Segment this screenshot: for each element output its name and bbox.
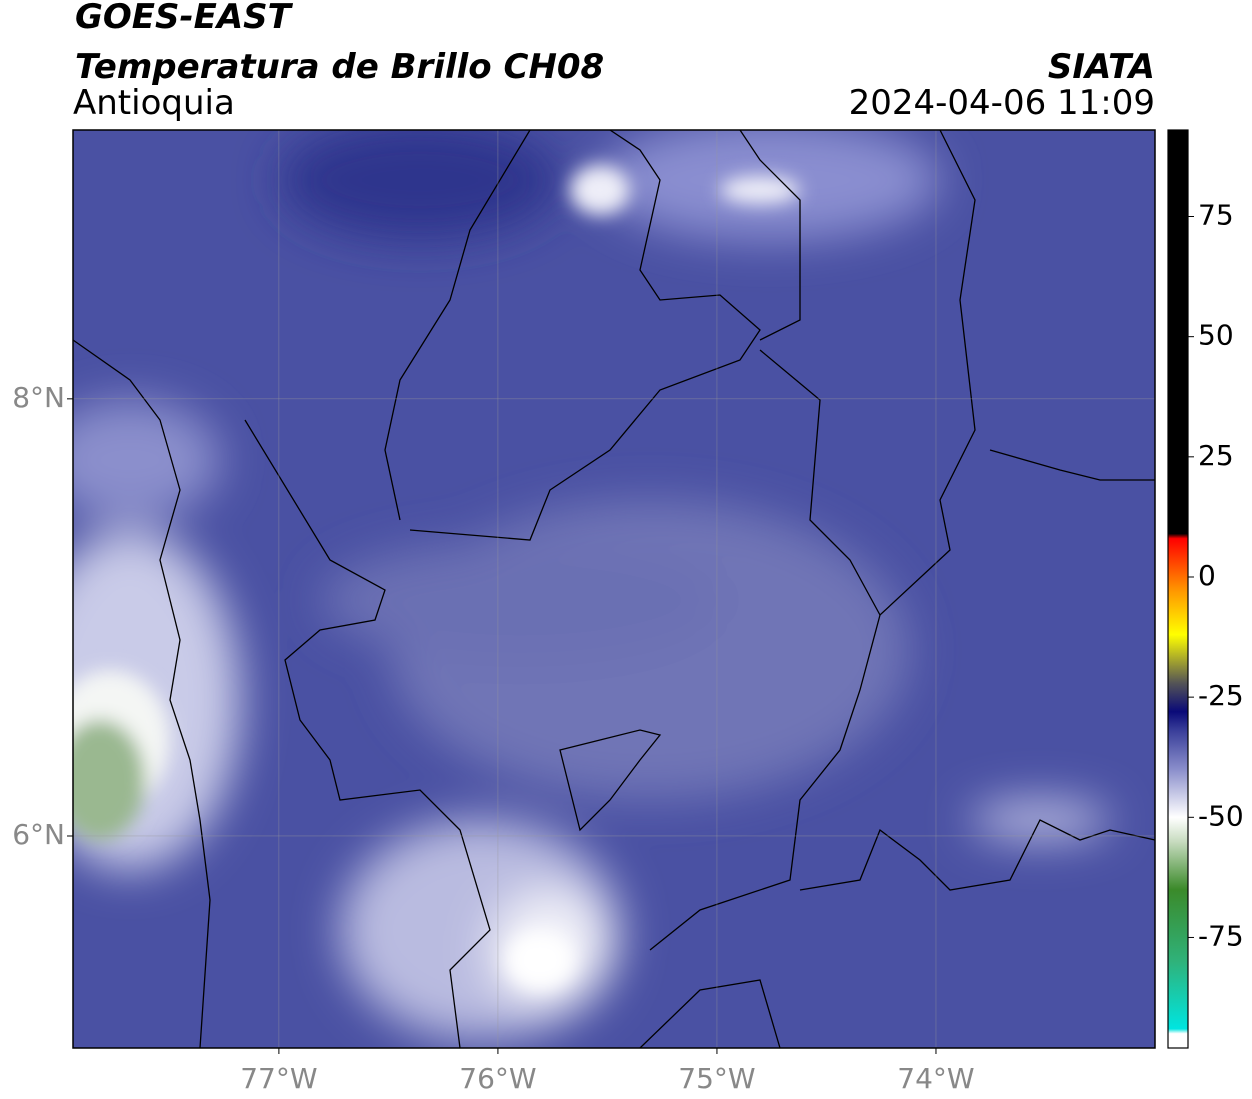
title: GOES-EAST: [75, 0, 294, 37]
x-tick-label: 76°W: [459, 1062, 536, 1095]
x-tick-label: 77°W: [240, 1062, 317, 1095]
colorbar-tick-label: -75: [1198, 919, 1244, 952]
x-tick-label: 75°W: [678, 1062, 755, 1095]
subtitle: Temperatura de Brillo CH08: [75, 47, 604, 87]
map-frame: [72, 129, 1156, 1049]
borders: [73, 130, 1155, 1048]
colorbar: [1167, 129, 1189, 1049]
y-tick-label: 6°N: [12, 818, 65, 851]
y-tick-label: 8°N: [12, 381, 65, 414]
colorbar-tick-label: 0: [1198, 559, 1216, 592]
region: Antioquia: [73, 83, 235, 123]
satellite-image: [73, 130, 1155, 1048]
grid: [73, 130, 1155, 1048]
source: SIATA: [1048, 47, 1155, 87]
colorbar-tick-label: -50: [1198, 799, 1244, 832]
colorbar-tick-label: 50: [1198, 319, 1234, 352]
colorbar-tick-label: 75: [1198, 199, 1234, 232]
colorbar-tick-label: -25: [1198, 679, 1244, 712]
datetime: 2024-04-06 11:09: [849, 83, 1155, 123]
colorbar-tick-label: 25: [1198, 439, 1234, 472]
x-tick-label: 74°W: [897, 1062, 974, 1095]
